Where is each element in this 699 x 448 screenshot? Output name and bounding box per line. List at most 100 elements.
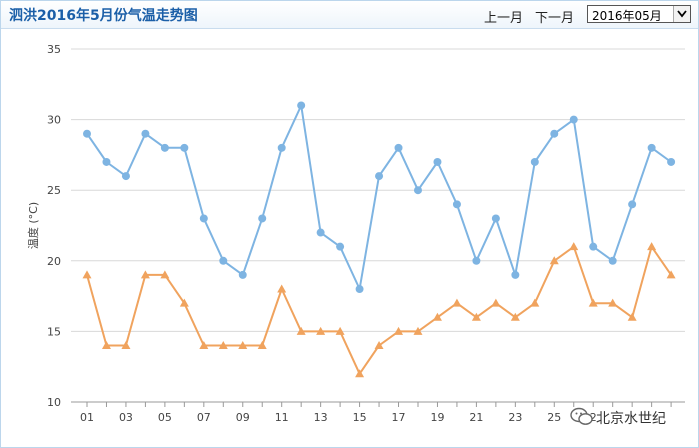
series-2 (82, 242, 676, 378)
watermark-text: 北京水世纪 (596, 411, 666, 427)
y-tick-label: 30 (47, 114, 61, 127)
month-select[interactable]: 2016年05月 (587, 5, 691, 23)
x-tick-label: 23 (508, 411, 522, 424)
y-tick-label: 25 (47, 184, 61, 197)
data-point[interactable] (257, 341, 267, 350)
data-point[interactable] (296, 326, 306, 335)
data-point[interactable] (413, 326, 423, 335)
data-point[interactable] (433, 157, 442, 166)
data-point[interactable] (510, 312, 520, 321)
data-point[interactable] (491, 298, 501, 307)
x-tick-label: 2 (590, 411, 597, 424)
data-point[interactable] (355, 369, 365, 378)
data-point[interactable] (432, 312, 442, 321)
data-point[interactable] (160, 143, 169, 152)
data-point[interactable] (549, 256, 559, 265)
x-tick-label: 21 (469, 411, 483, 424)
data-point[interactable] (277, 284, 287, 293)
y-axis-ticks: 10 15 20 25 30 35 (47, 43, 61, 409)
data-point[interactable] (375, 172, 384, 181)
data-point[interactable] (394, 143, 403, 152)
data-point[interactable] (218, 341, 228, 350)
series-1 (83, 101, 676, 294)
x-tick-label: 09 (236, 411, 250, 424)
data-point[interactable] (627, 312, 637, 321)
data-point[interactable] (647, 143, 656, 152)
data-point[interactable] (647, 242, 657, 251)
data-point[interactable] (199, 341, 209, 350)
data-point[interactable] (101, 341, 111, 350)
data-point[interactable] (471, 312, 481, 321)
data-point[interactable] (550, 129, 559, 138)
watermark: 北京水世纪 (568, 406, 694, 428)
data-point[interactable] (199, 214, 208, 223)
data-point[interactable] (219, 256, 228, 265)
next-month-link[interactable]: 下一月 (535, 11, 575, 26)
x-tick-label: 25 (547, 411, 561, 424)
series-layer (82, 101, 676, 378)
grid-lines (71, 48, 685, 403)
data-point[interactable] (628, 200, 637, 209)
data-point[interactable] (530, 157, 539, 166)
x-axis: 01 03 05 07 09 11 13 15 17 19 21 23 25 2 (71, 401, 685, 424)
wechat-icon (570, 407, 593, 425)
data-point[interactable] (82, 270, 92, 279)
chevron-down-icon[interactable] (673, 6, 690, 22)
data-point[interactable] (335, 326, 345, 335)
series-line (86, 245, 672, 375)
data-point[interactable] (316, 326, 326, 335)
y-tick-label: 15 (47, 325, 61, 338)
data-point[interactable] (608, 256, 617, 265)
data-point[interactable] (238, 341, 248, 350)
title-bar: 泗洪2016年5月份气温走势图 上一月 下一月 2016年05月 (1, 1, 698, 29)
data-point[interactable] (238, 270, 247, 279)
data-point[interactable] (141, 129, 150, 138)
data-point[interactable] (258, 214, 267, 223)
data-point[interactable] (121, 341, 131, 350)
x-tick-label: 05 (158, 411, 172, 424)
x-tick-label: 01 (80, 411, 94, 424)
data-point[interactable] (179, 298, 189, 307)
data-point[interactable] (102, 157, 111, 166)
data-point[interactable] (297, 101, 306, 110)
data-point[interactable] (83, 129, 91, 138)
data-point[interactable] (608, 298, 618, 307)
chart-title: 泗洪2016年5月份气温走势图 (9, 8, 198, 24)
data-point[interactable] (666, 270, 676, 279)
x-tick-label: 13 (314, 411, 328, 424)
data-point[interactable] (394, 326, 404, 335)
data-point[interactable] (667, 157, 676, 166)
data-point[interactable] (588, 298, 598, 307)
data-point[interactable] (180, 143, 189, 152)
y-tick-label: 20 (47, 255, 61, 268)
data-point[interactable] (277, 143, 286, 152)
data-point[interactable] (491, 214, 500, 223)
data-point[interactable] (160, 270, 170, 279)
x-tick-label: 17 (392, 411, 406, 424)
data-point[interactable] (413, 186, 422, 195)
data-point[interactable] (316, 228, 325, 237)
data-point[interactable] (374, 341, 384, 350)
temperature-chart: 01 03 05 07 09 11 13 15 17 19 21 23 25 2 10 15 20 25 30 35… (26, 43, 685, 424)
x-tick-label: 07 (197, 411, 211, 424)
data-point[interactable] (336, 242, 345, 251)
data-point[interactable] (511, 270, 520, 279)
data-point[interactable] (452, 298, 462, 307)
x-tick-label: 11 (275, 411, 289, 424)
data-point[interactable] (472, 256, 481, 265)
data-point[interactable] (452, 200, 461, 209)
data-point[interactable] (569, 115, 578, 124)
data-point[interactable] (589, 242, 598, 251)
series-line (86, 104, 672, 290)
data-point[interactable] (530, 298, 540, 307)
data-point[interactable] (121, 172, 130, 181)
prev-month-link[interactable]: 上一月 (484, 11, 524, 26)
y-tick-label: 35 (47, 43, 61, 56)
y-axis-label: 温度 (°C) (26, 202, 40, 249)
data-point[interactable] (140, 270, 150, 279)
data-point[interactable] (569, 242, 579, 251)
month-select-value: 2016年05月 (592, 9, 662, 23)
data-point[interactable] (355, 285, 364, 294)
x-tick-label: 19 (430, 411, 444, 424)
